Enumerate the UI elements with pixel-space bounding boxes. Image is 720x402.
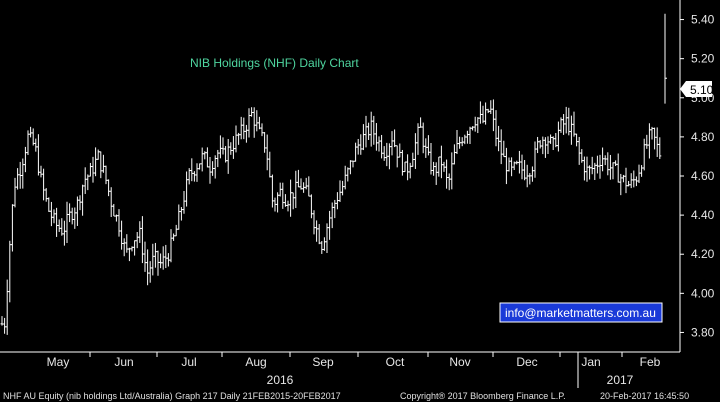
last-price-value: 5.10 [690,83,714,97]
x-tick-label-oct: Oct [386,355,405,369]
y-tick-label: 3.80 [691,325,715,339]
x-tick-label-jul: Jul [181,355,196,369]
x-tick-label-aug: Aug [245,355,266,369]
y-tick-label: 4.40 [691,208,715,222]
x-tick-label-jun: Jun [114,355,133,369]
email-box [499,302,663,323]
x-tick-label-nov: Nov [449,355,470,369]
last-price-badge-shape [680,81,712,97]
y-tick-label: 4.20 [691,247,715,261]
y-tick-labels: 3.804.004.204.404.604.805.005.205.40 [680,13,715,339]
x-tick-label-may: May [47,355,70,369]
y-tick-label: 4.80 [691,130,715,144]
x-tick-label-feb: Feb [640,355,661,369]
last-price-badge: 5.10 [680,81,714,97]
x-tick-labels: May Jun Jul Aug Sep Oct Nov Dec Jan Feb [47,352,661,369]
email-annotation[interactable]: info@marketmatters.com.au [499,302,663,323]
footer-timestamp: 20-Feb-2017 16:45:50 [600,391,689,401]
footer-bar [0,389,720,402]
price-bar [658,137,662,159]
price-bars [0,13,667,335]
footer-copyright: Copyright® 2017 Bloomberg Finance L.P. [400,391,566,401]
x-tick-label-dec: Dec [516,355,537,369]
y-tick-label: 4.60 [691,169,715,183]
y-tick-label: 5.40 [691,13,715,27]
last-price-bar [664,13,667,104]
y-tick-label: 5.20 [691,52,715,66]
footer-left: NHF AU Equity (nib holdings Ltd/Australi… [3,391,341,401]
y-tick-label: 4.00 [691,286,715,300]
email-link[interactable]: info@marketmatters.com.au [505,306,656,320]
x-tick-label-sep: Sep [312,355,334,369]
year-label-2016: 2016 [267,373,294,387]
x-tick-label-jan: Jan [581,355,600,369]
chart-title: NIB Holdings (NHF) Daily Chart [190,56,359,70]
year-label-2017: 2017 [607,373,634,387]
